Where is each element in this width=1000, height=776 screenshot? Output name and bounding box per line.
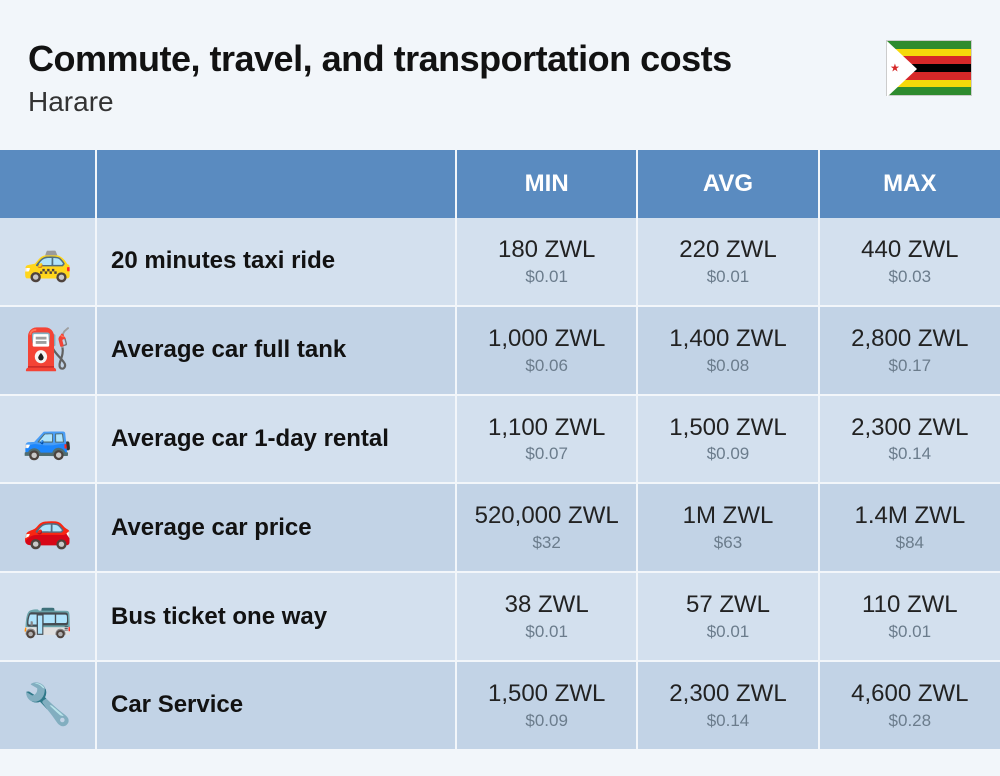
cell-avg: 1,500 ZWL$0.09 [637,395,818,484]
cell-max: 1.4M ZWL$84 [819,483,1000,572]
cell-max: 440 ZWL$0.03 [819,218,1000,306]
value-main: 1M ZWL [646,502,809,531]
table-header-row: MIN AVG MAX [0,150,1000,218]
value-main: 220 ZWL [646,236,809,265]
value-main: 2,800 ZWL [828,325,992,354]
value-main: 1.4M ZWL [828,502,992,531]
table-header-min: MIN [456,150,637,218]
header-text: Commute, travel, and transportation cost… [28,38,886,118]
value-sub: $63 [646,533,809,553]
cell-avg: 1,400 ZWL$0.08 [637,306,818,395]
row-label: Car Service [96,661,456,750]
value-sub: $0.01 [465,267,628,287]
cell-max: 4,600 ZWL$0.28 [819,661,1000,750]
page-title: Commute, travel, and transportation cost… [28,38,886,80]
cell-max: 2,800 ZWL$0.17 [819,306,1000,395]
value-main: 1,100 ZWL [465,414,628,443]
value-main: 1,400 ZWL [646,325,809,354]
cell-avg: 1M ZWL$63 [637,483,818,572]
value-sub: $0.01 [465,622,628,642]
value-sub: $0.17 [828,356,992,376]
table-row: ⛽Average car full tank1,000 ZWL$0.061,40… [0,306,1000,395]
value-main: 57 ZWL [646,591,809,620]
cell-min: 180 ZWL$0.01 [456,218,637,306]
value-sub: $0.03 [828,267,992,287]
value-sub: $84 [828,533,992,553]
value-sub: $0.14 [828,444,992,464]
cell-min: 1,000 ZWL$0.06 [456,306,637,395]
value-main: 1,000 ZWL [465,325,628,354]
cell-avg: 220 ZWL$0.01 [637,218,818,306]
cost-table: MIN AVG MAX 🚕20 minutes taxi ride180 ZWL… [0,150,1000,751]
cell-min: 1,500 ZWL$0.09 [456,661,637,750]
row-icon: 🚙 [0,395,96,484]
cell-min: 1,100 ZWL$0.07 [456,395,637,484]
value-main: 38 ZWL [465,591,628,620]
table-header-label [96,150,456,218]
value-main: 180 ZWL [465,236,628,265]
table-header-max: MAX [819,150,1000,218]
value-main: 110 ZWL [828,591,992,620]
row-label: 20 minutes taxi ride [96,218,456,306]
value-sub: $32 [465,533,628,553]
row-icon: 🚕 [0,218,96,306]
value-main: 4,600 ZWL [828,680,992,709]
row-label: Average car price [96,483,456,572]
value-sub: $0.07 [465,444,628,464]
row-label: Average car full tank [96,306,456,395]
value-sub: $0.08 [646,356,809,376]
row-label: Average car 1-day rental [96,395,456,484]
value-main: 2,300 ZWL [646,680,809,709]
cell-avg: 57 ZWL$0.01 [637,572,818,661]
flag-zimbabwe: ★ [886,40,972,96]
row-icon: 🚌 [0,572,96,661]
cell-min: 38 ZWL$0.01 [456,572,637,661]
value-main: 1,500 ZWL [465,680,628,709]
row-icon: 🔧 [0,661,96,750]
cell-min: 520,000 ZWL$32 [456,483,637,572]
cell-max: 110 ZWL$0.01 [819,572,1000,661]
value-sub: $0.06 [465,356,628,376]
table-header-avg: AVG [637,150,818,218]
cell-avg: 2,300 ZWL$0.14 [637,661,818,750]
flag-emblem-icon: ★ [890,62,900,75]
table-row: 🚌Bus ticket one way38 ZWL$0.0157 ZWL$0.0… [0,572,1000,661]
row-icon: ⛽ [0,306,96,395]
page-subtitle: Harare [28,86,886,118]
value-main: 2,300 ZWL [828,414,992,443]
row-label: Bus ticket one way [96,572,456,661]
table-row: 🚕20 minutes taxi ride180 ZWL$0.01220 ZWL… [0,218,1000,306]
value-sub: $0.01 [828,622,992,642]
value-sub: $0.09 [646,444,809,464]
value-sub: $0.01 [646,267,809,287]
row-icon: 🚗 [0,483,96,572]
cell-max: 2,300 ZWL$0.14 [819,395,1000,484]
header: Commute, travel, and transportation cost… [0,0,1000,150]
table-row: 🔧Car Service1,500 ZWL$0.092,300 ZWL$0.14… [0,661,1000,750]
value-main: 440 ZWL [828,236,992,265]
value-sub: $0.09 [465,711,628,731]
value-main: 520,000 ZWL [465,502,628,531]
table-header-icon [0,150,96,218]
value-sub: $0.14 [646,711,809,731]
value-sub: $0.01 [646,622,809,642]
table-row: 🚙Average car 1-day rental1,100 ZWL$0.071… [0,395,1000,484]
table-row: 🚗Average car price520,000 ZWL$321M ZWL$6… [0,483,1000,572]
value-main: 1,500 ZWL [646,414,809,443]
value-sub: $0.28 [828,711,992,731]
